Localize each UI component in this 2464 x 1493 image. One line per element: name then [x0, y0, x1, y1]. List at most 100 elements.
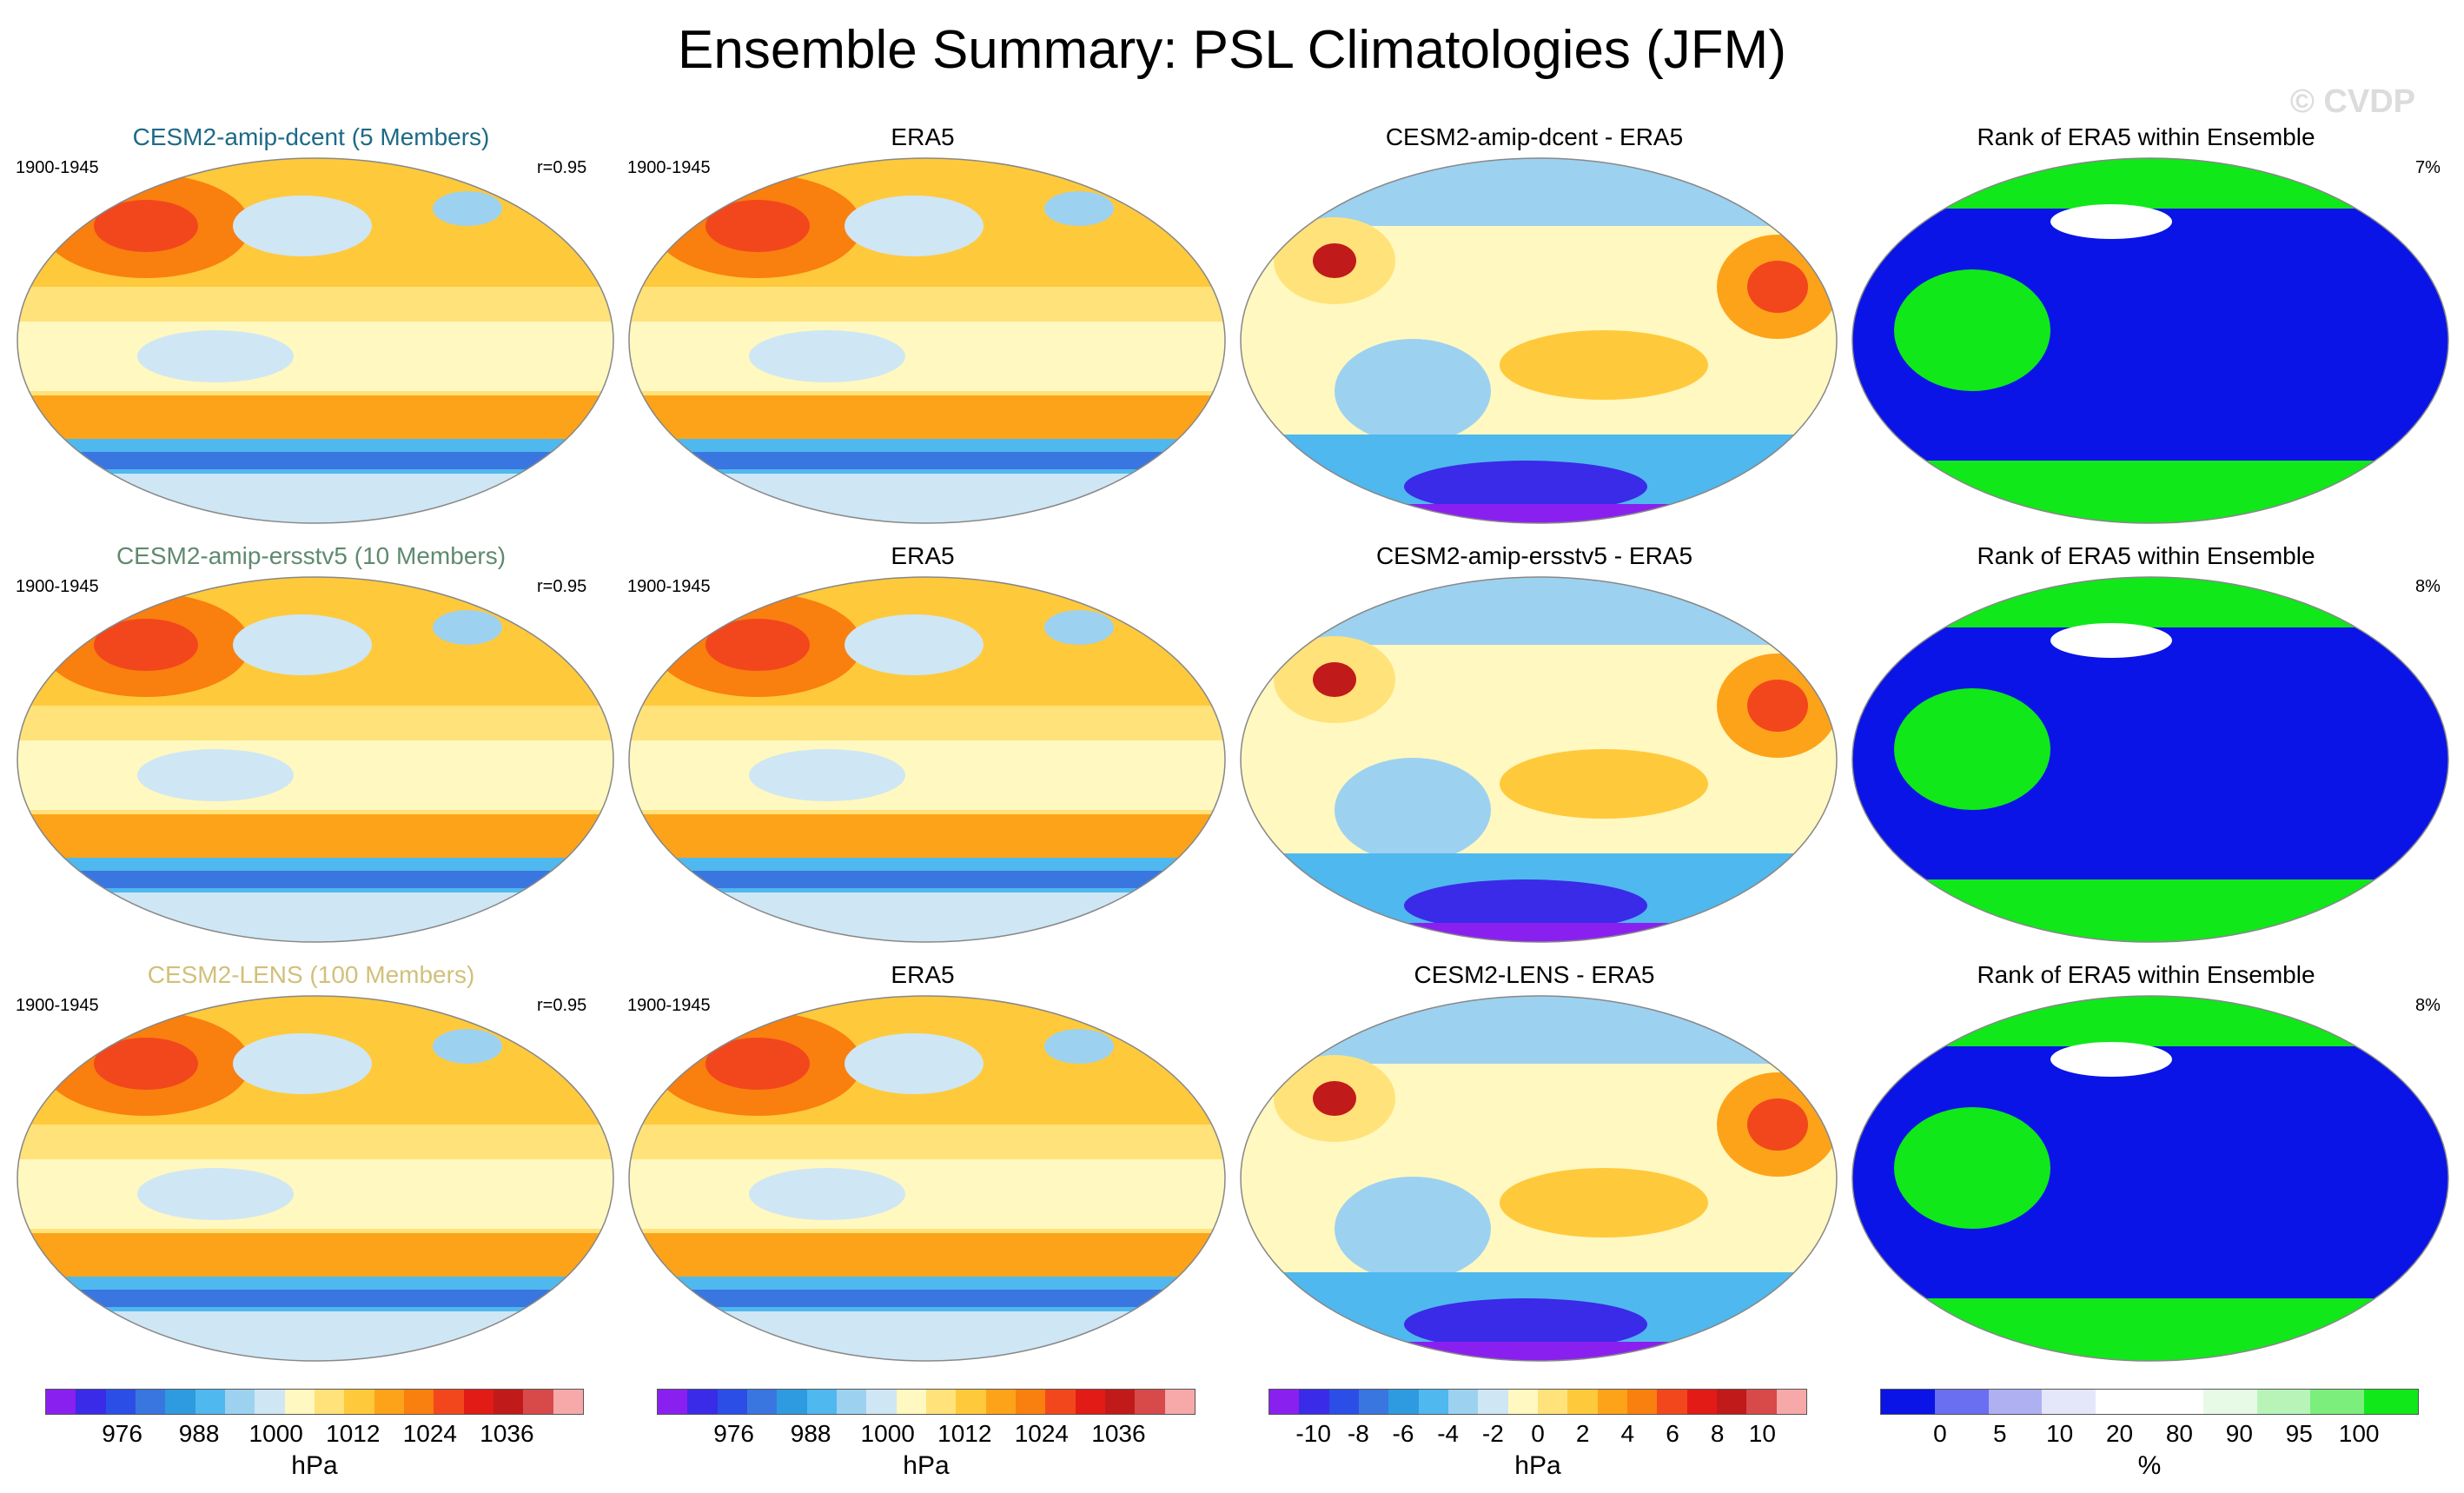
colorbar-tick-label: 1000 [248, 1420, 303, 1447]
period-label: 1900-1945 [627, 158, 711, 177]
colorbar-swatch [434, 1390, 464, 1414]
colorbar-tick-label: 0 [1531, 1420, 1545, 1447]
colorbar-tick-label: 20 [2105, 1420, 2134, 1447]
colorbar-swatch [1881, 1390, 1935, 1414]
diff-map [1239, 994, 1838, 1364]
colorbar-swatch [1686, 1390, 1717, 1414]
colorbar-tick-label: -10 [1295, 1420, 1331, 1447]
page-title: Ensemble Summary: PSL Climatologies (JFM… [678, 20, 1786, 80]
model-map [16, 156, 615, 526]
colorbar-swatch [2096, 1390, 2149, 1414]
colorbar-tick-label: 1024 [1014, 1420, 1069, 1447]
rank-map [1851, 994, 2450, 1364]
colorbar-unit-label: hPa [903, 1451, 950, 1480]
colorbar-swatch [105, 1390, 136, 1414]
correlation-label: r=0.95 [537, 996, 587, 1015]
colorbar-tick-label: 988 [178, 1420, 220, 1447]
colorbar-swatch [2310, 1390, 2365, 1414]
rank-map [1851, 575, 2450, 945]
colorbar-tick-label: 1012 [937, 1420, 992, 1447]
colorbar-swatch [658, 1390, 688, 1414]
watermark: © CVDP [2289, 83, 2415, 120]
colorbar-swatch [1776, 1390, 1806, 1414]
colorbar-swatch [224, 1390, 255, 1414]
colorbar [657, 1389, 1196, 1415]
colorbar-tick-label: 90 [2225, 1420, 2253, 1447]
colorbar-swatch [2202, 1390, 2257, 1414]
colorbar-swatch [2042, 1390, 2096, 1414]
colorbar-swatch [1597, 1390, 1627, 1414]
colorbar-swatch [1299, 1390, 1329, 1414]
model-panel-title: CESM2-amip-dcent (5 Members) [132, 123, 490, 150]
colorbar-swatch [195, 1390, 225, 1414]
colorbar-swatch [1988, 1390, 2043, 1414]
colorbar-swatch [403, 1390, 434, 1414]
obs-panel-title: ERA5 [891, 542, 955, 569]
colorbar-tick-label: 976 [713, 1420, 754, 1447]
period-label: 1900-1945 [627, 996, 711, 1015]
colorbar-tick-label: 8 [1710, 1420, 1725, 1447]
colorbar-swatch [1135, 1390, 1165, 1414]
colorbar-tick-label: 80 [2165, 1420, 2194, 1447]
colorbar-swatch [2149, 1390, 2203, 1414]
colorbar-unit-label: hPa [1514, 1451, 1561, 1480]
colorbar-swatch [1626, 1390, 1658, 1414]
colorbar-tick-label: 5 [1992, 1420, 2007, 1447]
colorbar-swatch [284, 1390, 315, 1414]
colorbar-swatch [493, 1390, 524, 1414]
colorbar-tick-label: -2 [1481, 1420, 1504, 1447]
rank-percent-label: 8% [2415, 996, 2441, 1015]
colorbar-swatch [956, 1390, 986, 1414]
colorbar-swatch [925, 1390, 957, 1414]
colorbar-swatch [777, 1390, 807, 1414]
rank-panel-title: Rank of ERA5 within Ensemble [1977, 123, 2315, 150]
obs-panel-title: ERA5 [891, 123, 955, 150]
colorbar-swatch [1328, 1390, 1359, 1414]
rank-panel-title: Rank of ERA5 within Ensemble [1977, 542, 2315, 569]
period-label: 1900-1945 [627, 577, 711, 596]
colorbar-swatch [553, 1390, 583, 1414]
diff-map [1239, 575, 1838, 945]
colorbar-unit-label: % [2137, 1451, 2162, 1480]
obs-map [627, 575, 1227, 945]
colorbar-swatch [1104, 1390, 1136, 1414]
colorbar-swatch [374, 1390, 404, 1414]
colorbar-tick-label: 2 [1575, 1420, 1590, 1447]
colorbar-swatch [866, 1390, 897, 1414]
colorbar-tick-label: 100 [2338, 1420, 2380, 1447]
colorbar-swatch [165, 1390, 195, 1414]
diff-map [1239, 156, 1838, 526]
colorbar-tick-label: 10 [2046, 1420, 2074, 1447]
period-label: 1900-1945 [16, 577, 99, 596]
correlation-label: r=0.95 [537, 158, 587, 177]
rank-map [1851, 156, 2450, 526]
correlation-label: r=0.95 [537, 577, 587, 596]
colorbar-tick-label: 1012 [326, 1420, 381, 1447]
model-map [16, 575, 615, 945]
colorbar-swatch [896, 1390, 926, 1414]
colorbar-swatch [1388, 1390, 1419, 1414]
colorbar-tick-label: -4 [1437, 1420, 1460, 1447]
colorbar-swatch [46, 1390, 76, 1414]
colorbar-swatch [717, 1390, 747, 1414]
diff-panel-title: CESM2-amip-dcent - ERA5 [1385, 123, 1684, 150]
colorbar-swatch [836, 1390, 867, 1414]
period-label: 1900-1945 [16, 996, 99, 1015]
colorbar-tick-label: 10 [1748, 1420, 1776, 1447]
colorbar-swatch [463, 1390, 493, 1414]
colorbar-tick-label: 1024 [402, 1420, 457, 1447]
colorbar-swatch [806, 1390, 837, 1414]
colorbar-tick-label: 6 [1666, 1420, 1679, 1447]
obs-map [627, 994, 1227, 1364]
colorbar-swatch [985, 1390, 1016, 1414]
colorbar-swatch [1657, 1390, 1687, 1414]
colorbar [1268, 1389, 1807, 1415]
rank-panel-title: Rank of ERA5 within Ensemble [1977, 961, 2315, 988]
colorbar-tick-label: -8 [1347, 1420, 1369, 1447]
obs-map [627, 156, 1227, 526]
colorbar-swatch [1507, 1390, 1538, 1414]
colorbar-swatch [1478, 1390, 1508, 1414]
colorbar-swatch [135, 1390, 166, 1414]
colorbar [45, 1389, 584, 1415]
colorbar-tick-label: 1036 [1091, 1420, 1146, 1447]
